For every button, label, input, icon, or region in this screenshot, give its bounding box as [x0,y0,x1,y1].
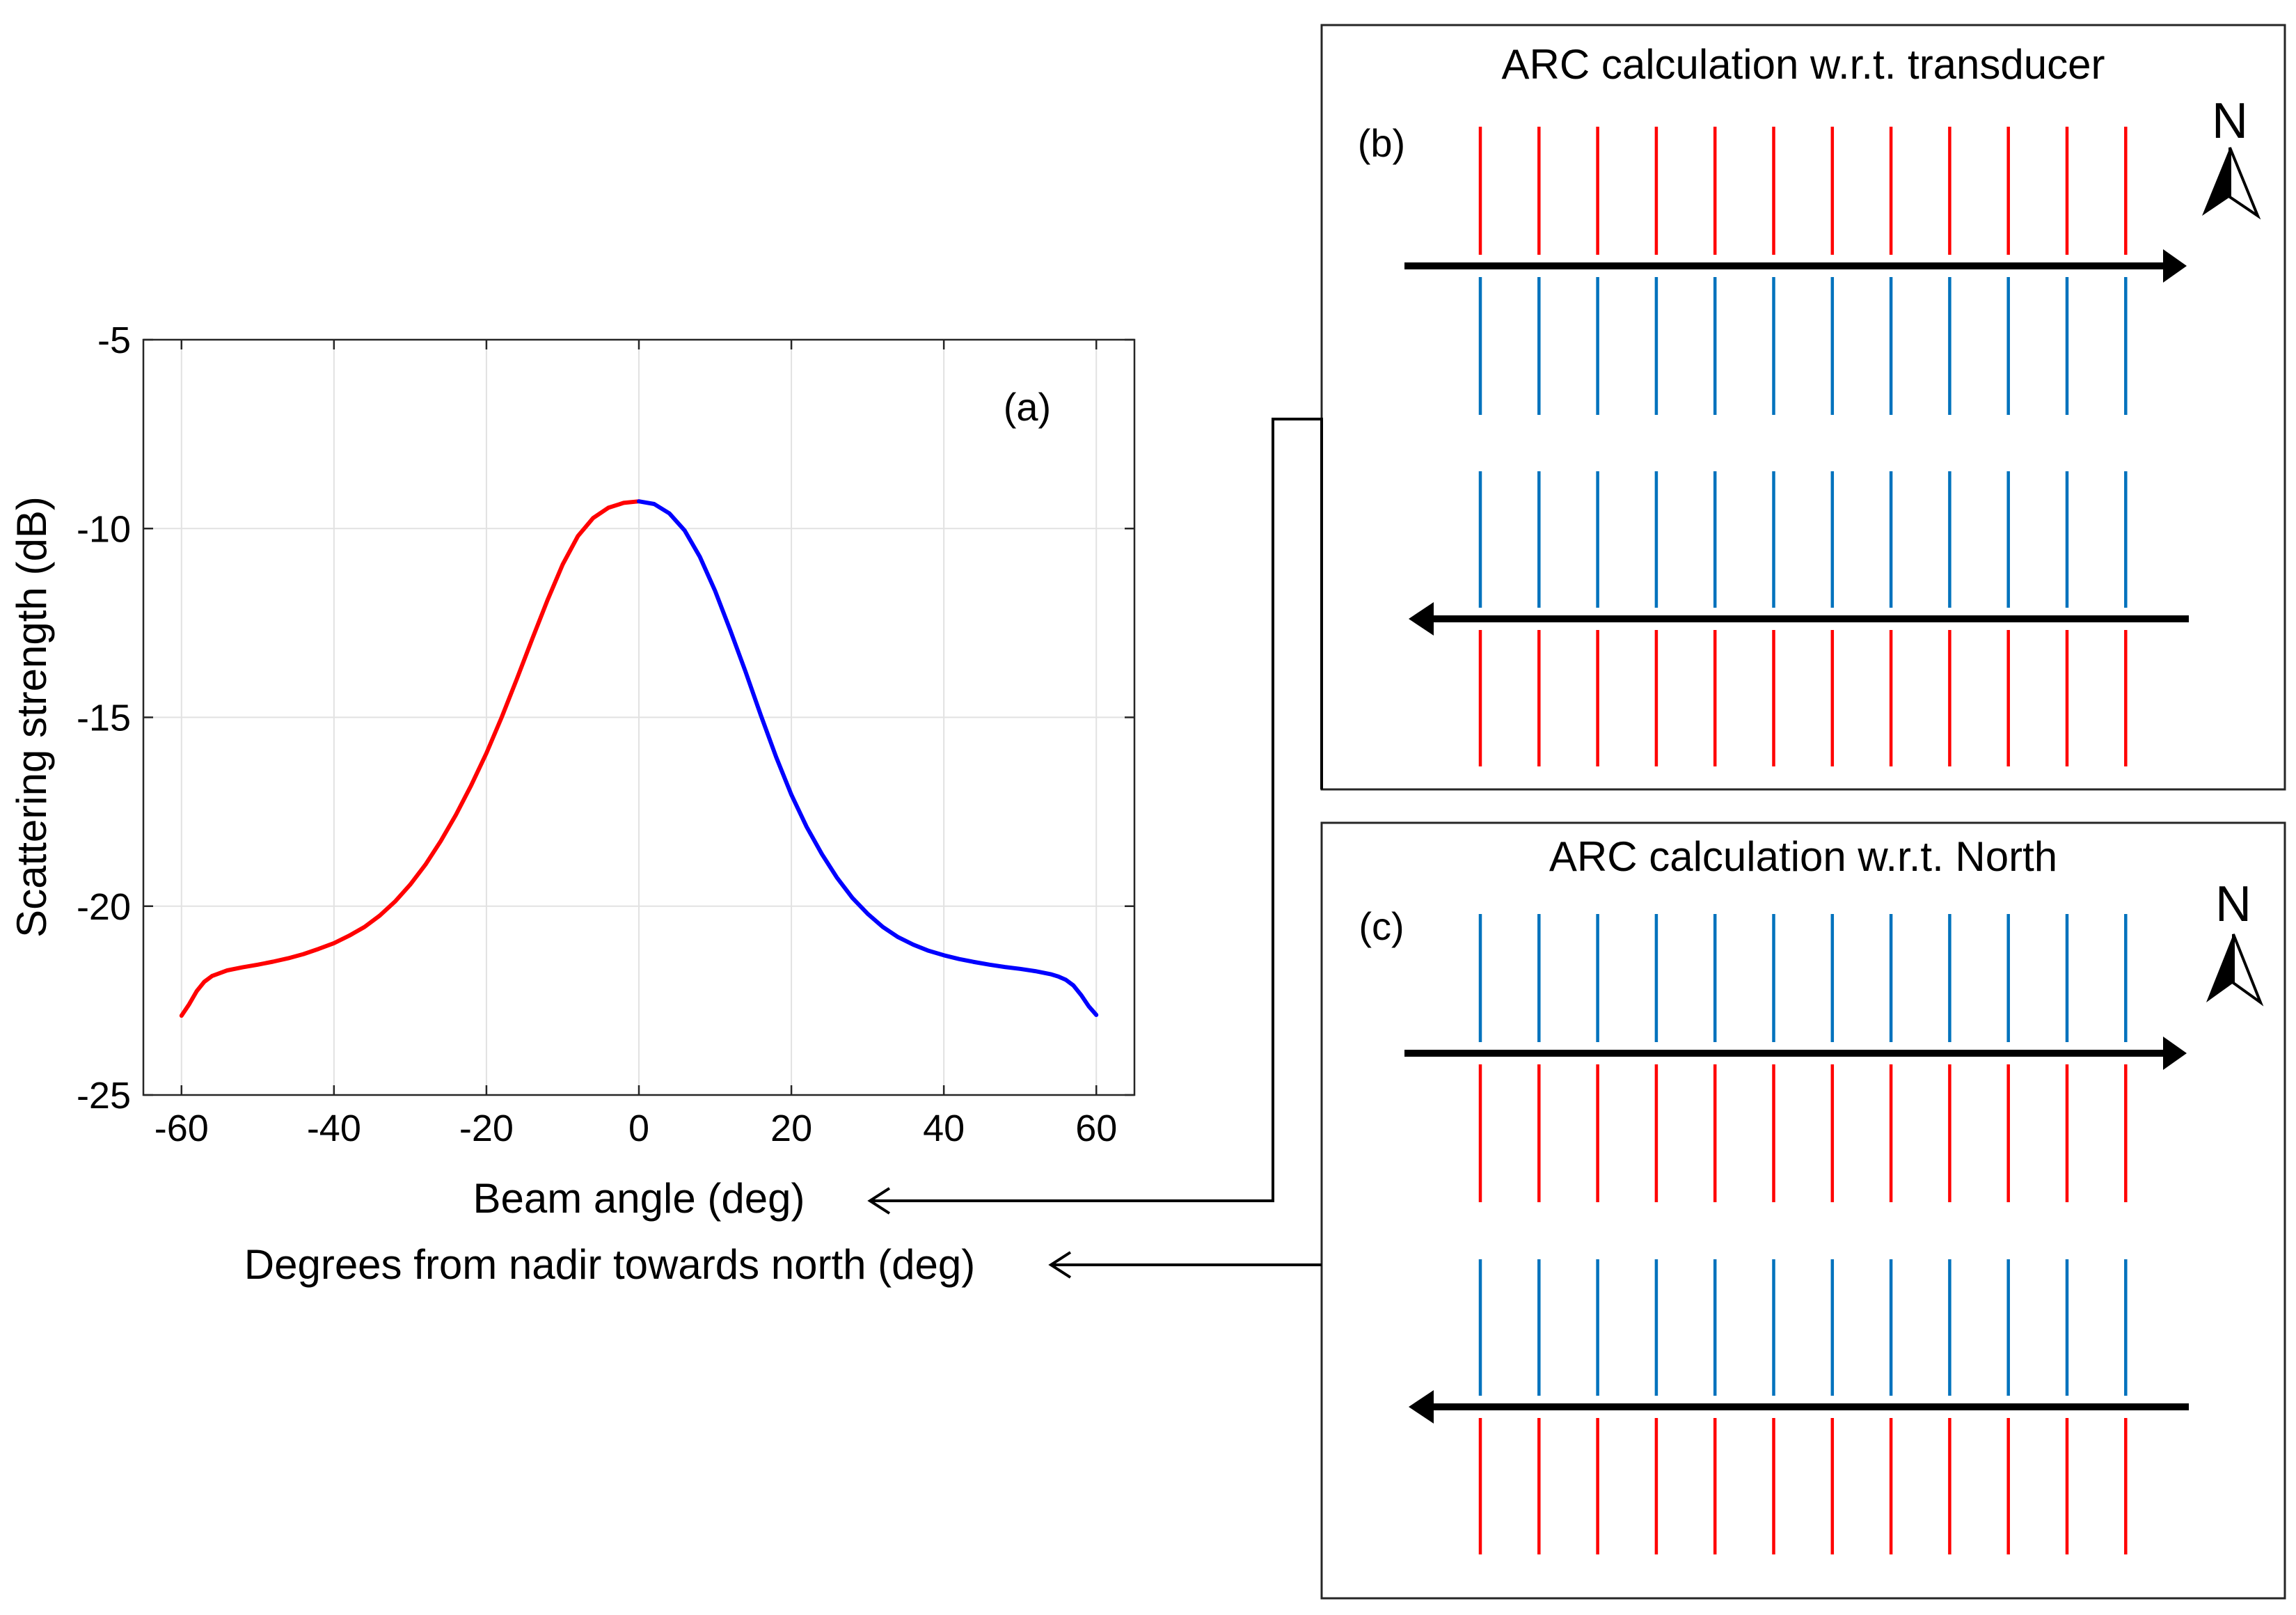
panel-b-frame [1320,24,2286,791]
y-tick-label: -15 [77,698,131,739]
panel-c-label: (c) [1359,904,1404,948]
y-tick-label: -5 [97,320,131,361]
y-tick-label: -25 [77,1075,131,1117]
ping-lines-b [1478,127,2128,766]
north-arrow-icon-outline [2228,147,2261,220]
grid [143,339,1134,1096]
arrow-left-icon [1048,1251,1072,1279]
x-axis-title: Beam angle (deg) [473,1175,805,1222]
chart-panel-a: -60 -40 -20 0 20 40 60 -5 -10 -15 -20 -25 (a) Beam … [8,320,1136,1288]
north-letter-b: N [2212,93,2248,149]
panel-c-title: ARC calculation w.r.t. North [1549,833,2057,880]
north-arrow-b: N [2202,93,2261,220]
north-arrow-icon [2202,148,2230,216]
north-arrow-c: N [2206,876,2264,1007]
arrowhead-right-icon [2163,249,2187,283]
y-tick-label: -20 [77,886,131,928]
x-tick-label: 20 [770,1108,812,1149]
connector-b-to-axis [867,418,1323,1215]
north-arrow-icon [2206,934,2233,1002]
y-tick-label: -10 [77,508,131,550]
x-tick-label: -40 [307,1108,361,1149]
x-tick-label: 40 [923,1108,965,1149]
ping-lines-c [1478,914,2128,1554]
panel-b-title: ARC calculation w.r.t. transducer [1501,41,2105,88]
x-tick-label: 0 [628,1108,649,1149]
series-line-starboard [637,499,1099,1017]
panel-b: ARC calculation w.r.t. transducer (b) N [1320,24,2286,791]
series-line-port [179,499,641,1018]
north-letter-c: N [2215,876,2251,932]
panel-c-frame [1320,821,2286,1600]
y-axis-title: Scattering strength (dB) [8,496,55,938]
arrowhead-right-icon [2163,1037,2187,1070]
panel-a-label: (a) [1004,385,1051,429]
panel-b-label: (b) [1358,121,1405,165]
panel-c: ARC calculation w.r.t. North (c) N [1320,821,2286,1600]
x-axis-title-alt: Degrees from nadir towards north (deg) [244,1241,975,1288]
arrow-left-icon [867,1187,891,1215]
series [179,499,1099,1018]
arrowhead-left-icon [1409,1390,1434,1424]
x-tick-label: -20 [459,1108,514,1149]
connector-c-to-axis [1048,1251,1322,1279]
axis-ticks: -60 -40 -20 0 20 40 60 -5 -10 -15 -20 -25 [77,320,1134,1149]
x-tick-label: -60 [155,1108,209,1149]
x-tick-label: 60 [1075,1108,1117,1149]
north-arrow-icon-outline [2232,933,2264,1007]
connector-line-b [870,418,1323,1202]
arrowhead-left-icon [1409,602,1434,636]
